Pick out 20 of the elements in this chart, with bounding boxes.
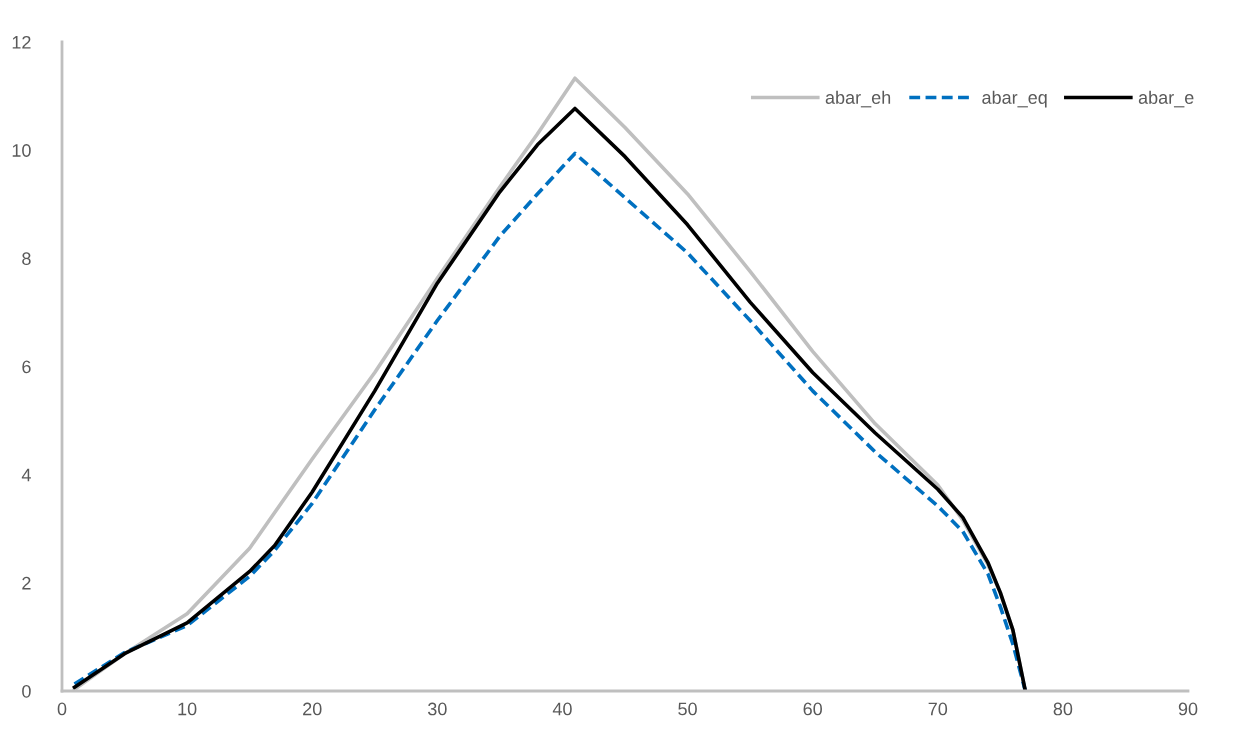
- y-tick-label: 0: [22, 684, 31, 698]
- x-tick-label: 50: [678, 702, 697, 716]
- x-tick-label: 10: [178, 702, 197, 716]
- y-tick-label: 4: [21, 468, 31, 482]
- legend-label: abar_eq: [982, 90, 1047, 108]
- x-tick-label: 40: [552, 702, 572, 716]
- x-tick-label: 80: [1053, 702, 1073, 716]
- x-tick-label: 70: [928, 702, 948, 716]
- y-tick-label: 6: [22, 360, 31, 374]
- y-tick-label: 8: [22, 252, 31, 266]
- x-tick-label: 60: [803, 702, 822, 716]
- x-tick-label: 30: [427, 702, 447, 716]
- y-tick-label: 10: [12, 144, 31, 157]
- x-tick-label: 90: [1178, 702, 1198, 716]
- x-tick-label: 20: [303, 702, 322, 716]
- legend-label: abar_e: [1138, 90, 1194, 108]
- x-tick-label: 0: [57, 702, 67, 716]
- y-tick-label: 12: [12, 35, 31, 49]
- y-tick-label: 2: [22, 576, 31, 590]
- legend-label: abar_eh: [825, 90, 891, 108]
